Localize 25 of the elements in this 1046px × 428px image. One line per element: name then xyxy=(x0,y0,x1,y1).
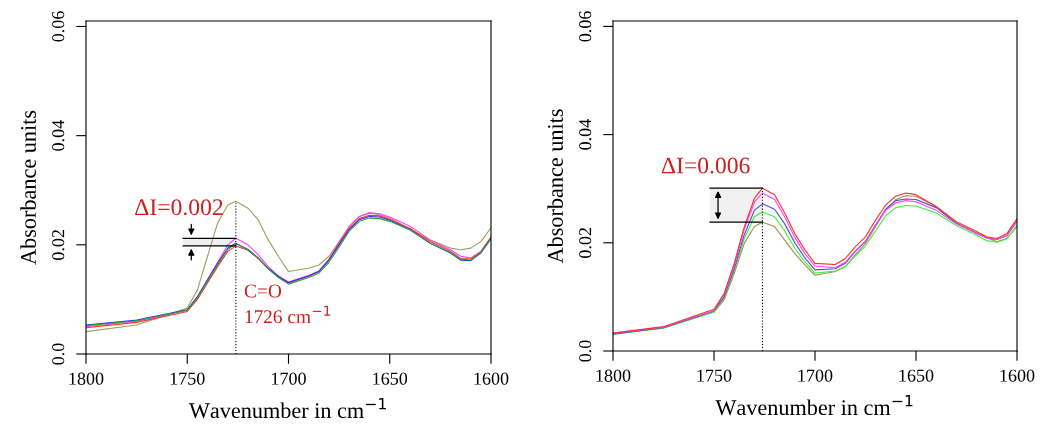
x-tick-label: 1800 xyxy=(596,369,631,382)
y-tick-label: 0.04 xyxy=(579,119,592,150)
x-tick-label: 1700 xyxy=(272,372,306,385)
y-tick-label: 0.0 xyxy=(579,340,592,362)
x-tick-label: 1600 xyxy=(474,372,509,385)
x-tick-label: 1700 xyxy=(798,369,833,382)
y-tick-label: 0.02 xyxy=(52,230,65,260)
y-axis-title: Absorbance units xyxy=(547,109,563,264)
ref-line-label: C=O 1726 cm$^{−1}$ xyxy=(244,284,331,324)
band-label: ΔI=0.002 xyxy=(135,199,223,216)
y-tick-label: 0.0 xyxy=(52,343,65,365)
x-axis-title: Wavenumber in cm$^{−1}$ xyxy=(188,398,386,419)
y-tick-label: 0.06 xyxy=(579,11,592,42)
x-axis-title: Wavenumber in cm$^{−1}$ xyxy=(715,395,913,416)
x-tick-label: 1800 xyxy=(69,372,104,385)
x-tick-label: 1650 xyxy=(899,369,934,382)
x-tick-label: 1750 xyxy=(697,369,732,382)
y-tick-label: 0.06 xyxy=(52,11,65,42)
x-tick-label: 1650 xyxy=(373,372,408,385)
y-tick-label: 0.02 xyxy=(579,228,592,258)
y-tick-label: 0.04 xyxy=(52,120,65,151)
y-axis-title: Absorbance units xyxy=(20,110,36,265)
band-label: ΔI=0.006 xyxy=(661,157,750,174)
x-tick-label: 1750 xyxy=(170,372,205,385)
x-tick-label: 1600 xyxy=(1000,369,1035,382)
